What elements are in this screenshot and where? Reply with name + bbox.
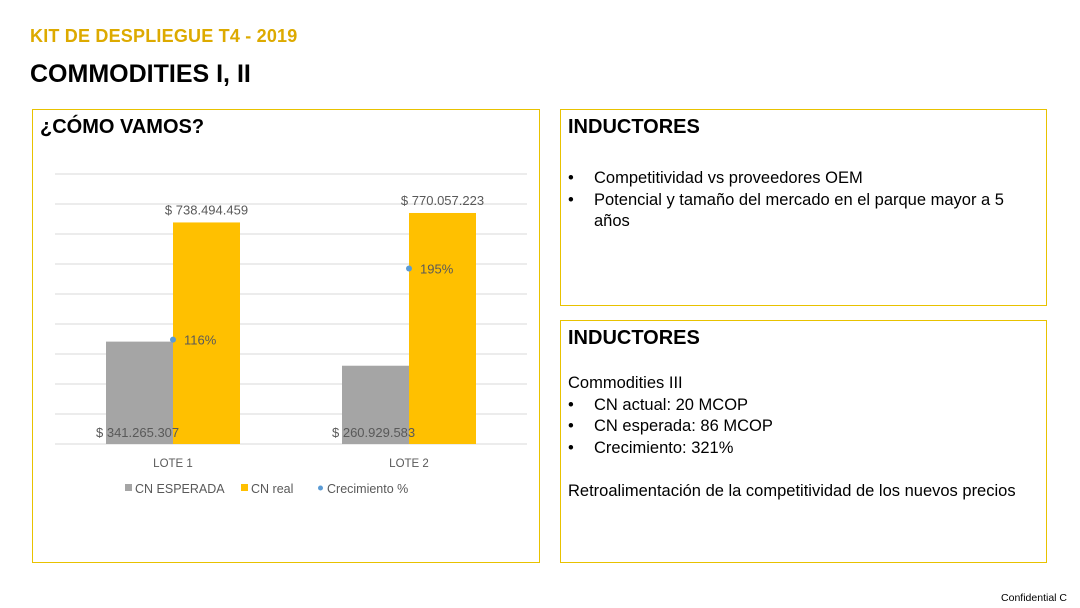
- kit-title: KIT DE DESPLIEGUE T4 - 2019: [30, 26, 298, 46]
- legend-label: Crecimiento %: [327, 482, 408, 496]
- bar-chart: $ 341.265.307 $ 738.494.459 116% LOTE 1 $ 26…: [55, 173, 527, 496]
- inductores-heading-bottom: INDUCTORES: [568, 327, 700, 349]
- list-item: Competitividad vs proveedores OEM: [568, 168, 1038, 190]
- data-label-growth: 195%: [420, 262, 454, 277]
- inductores-list-bottom: CN actual: 20 MCOP CN esperada: 86 MCOP …: [568, 395, 1038, 460]
- list-item: CN esperada: 86 MCOP: [568, 416, 1038, 438]
- legend-swatch: [125, 484, 132, 491]
- confidential-label: Confidential C: [1001, 592, 1067, 604]
- feedback-note: Retroalimentación de la competitividad d…: [568, 481, 1016, 500]
- inductores-panel-top: INDUCTORES Competitividad vs proveedores…: [560, 109, 1047, 306]
- chart-panel-heading: ¿CÓMO VAMOS?: [40, 116, 205, 138]
- legend-label: CN ESPERADA: [135, 482, 225, 496]
- page-title: COMMODITIES I, II: [30, 60, 251, 88]
- data-label-cn-real: $ 738.494.459: [165, 202, 248, 217]
- bar-cn-real: [173, 222, 240, 444]
- list-item: Potencial y tamaño del mercado en el par…: [568, 190, 1038, 233]
- x-tick-label: LOTE 1: [153, 458, 193, 470]
- inductores-panel-bottom: INDUCTORES Commodities III CN actual: 20…: [560, 320, 1047, 563]
- list-item: Crecimiento: 321%: [568, 438, 1038, 460]
- x-tick-label: LOTE 2: [389, 458, 429, 470]
- inductores-heading-top: INDUCTORES: [568, 116, 700, 138]
- bar-cn-real: [409, 212, 476, 444]
- data-label-growth: 116%: [184, 333, 217, 348]
- legend-swatch: [318, 485, 323, 491]
- growth-point: [406, 265, 412, 272]
- commodities-subtitle: Commodities III: [568, 374, 683, 392]
- data-label-cn-real: $ 770.057.223: [401, 193, 484, 208]
- bar-cn-esperada: [342, 365, 409, 444]
- growth-point: [170, 336, 176, 343]
- list-item: CN actual: 20 MCOP: [568, 395, 1038, 417]
- data-label-cn-esperada: $ 260.929.583: [332, 425, 415, 440]
- bar-cn-esperada: [106, 341, 173, 444]
- legend-label: CN real: [251, 482, 293, 496]
- chart-panel: ¿CÓMO VAMOS? $ 341.265.307 $ 738.494.459 1…: [32, 109, 540, 563]
- legend-swatch: [241, 484, 248, 491]
- data-label-cn-esperada: $ 341.265.307: [96, 425, 179, 440]
- inductores-body: Commodities III CN actual: 20 MCOP CN es…: [568, 373, 1038, 502]
- inductores-list-top: Competitividad vs proveedores OEM Potenc…: [568, 168, 1038, 233]
